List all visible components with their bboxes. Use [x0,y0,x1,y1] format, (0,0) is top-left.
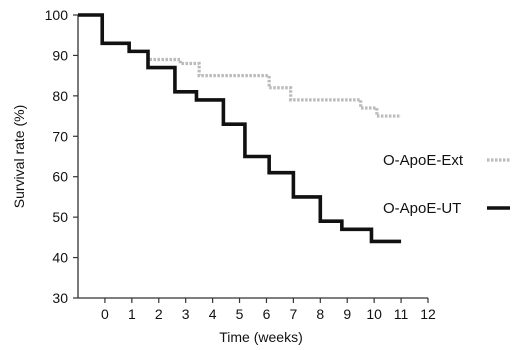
series-line-o-apoe-ut [78,13,402,244]
x-tick-label: 3 [182,306,190,322]
series-line-o-apoe-ext [78,13,402,118]
y-tick-label: 60 [52,169,68,185]
x-axis-title: Time (weeks) [219,329,303,345]
x-tick-label: 12 [420,306,436,322]
x-tick-label: 9 [343,306,351,322]
y-tick-label: 90 [52,47,68,63]
x-tick-label: 2 [155,306,163,322]
series-layer [78,13,402,244]
legend-label-o-apoe-ext: O-ApoE-Ext [383,152,464,169]
y-axis-title: Survival rate (%) [11,105,27,208]
legend-label-o-apoe-ut: O-ApoE-UT [383,200,461,217]
x-tick-label: 5 [236,306,244,322]
y-tick-label: 100 [45,7,69,23]
y-tick-label: 30 [52,290,68,306]
legend: O-ApoE-Ext O-ApoE-UT [383,152,510,217]
x-tick-label: 10 [366,306,382,322]
y-tick-label: 50 [52,209,68,225]
x-tick-label: 6 [263,306,271,322]
x-tick-label: 1 [128,306,136,322]
x-tick-label: 8 [316,306,324,322]
x-tick-label: 7 [289,306,297,322]
y-tick-label: 40 [52,250,68,266]
y-tick-label: 80 [52,88,68,104]
x-tick-label: 4 [209,306,217,322]
x-tick-label: 11 [394,306,409,322]
x-tick-label: 0 [101,306,109,322]
y-tick-label: 70 [52,128,68,144]
